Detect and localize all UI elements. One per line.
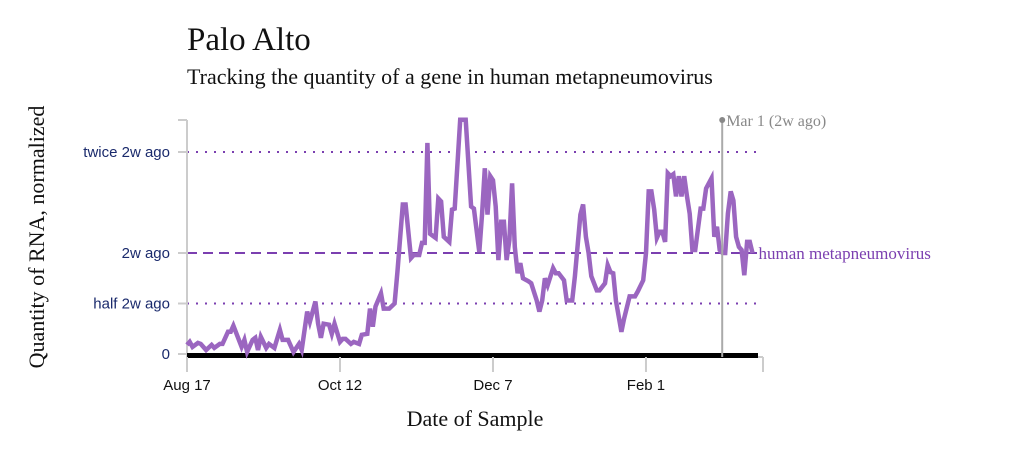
chart-subtitle: Tracking the quantity of a gene in human…	[187, 64, 713, 89]
x-axis-title: Date of Sample	[407, 406, 544, 431]
marker-label: Mar 1 (2w ago)	[726, 113, 826, 130]
zero-baseline-bar	[187, 353, 758, 358]
x-tick-label: Aug 17	[163, 377, 211, 394]
y-tick-label: twice 2w ago	[83, 144, 170, 161]
y-tick-label: half 2w ago	[93, 296, 170, 313]
y-axis-title: Quantity of RNA, normalized	[24, 106, 49, 369]
series-line	[185, 117, 755, 360]
y-tick-label: 0	[162, 346, 170, 363]
x-tick-label: Dec 7	[473, 377, 512, 394]
marker-dot	[719, 117, 726, 123]
y-tick-label: 2w ago	[122, 245, 170, 262]
x-tick-label: Feb 1	[627, 377, 665, 394]
series-label: human metapneumovirus	[759, 244, 931, 263]
x-tick-label: Oct 12	[318, 377, 362, 394]
chart-title: Palo Alto	[187, 22, 311, 58]
